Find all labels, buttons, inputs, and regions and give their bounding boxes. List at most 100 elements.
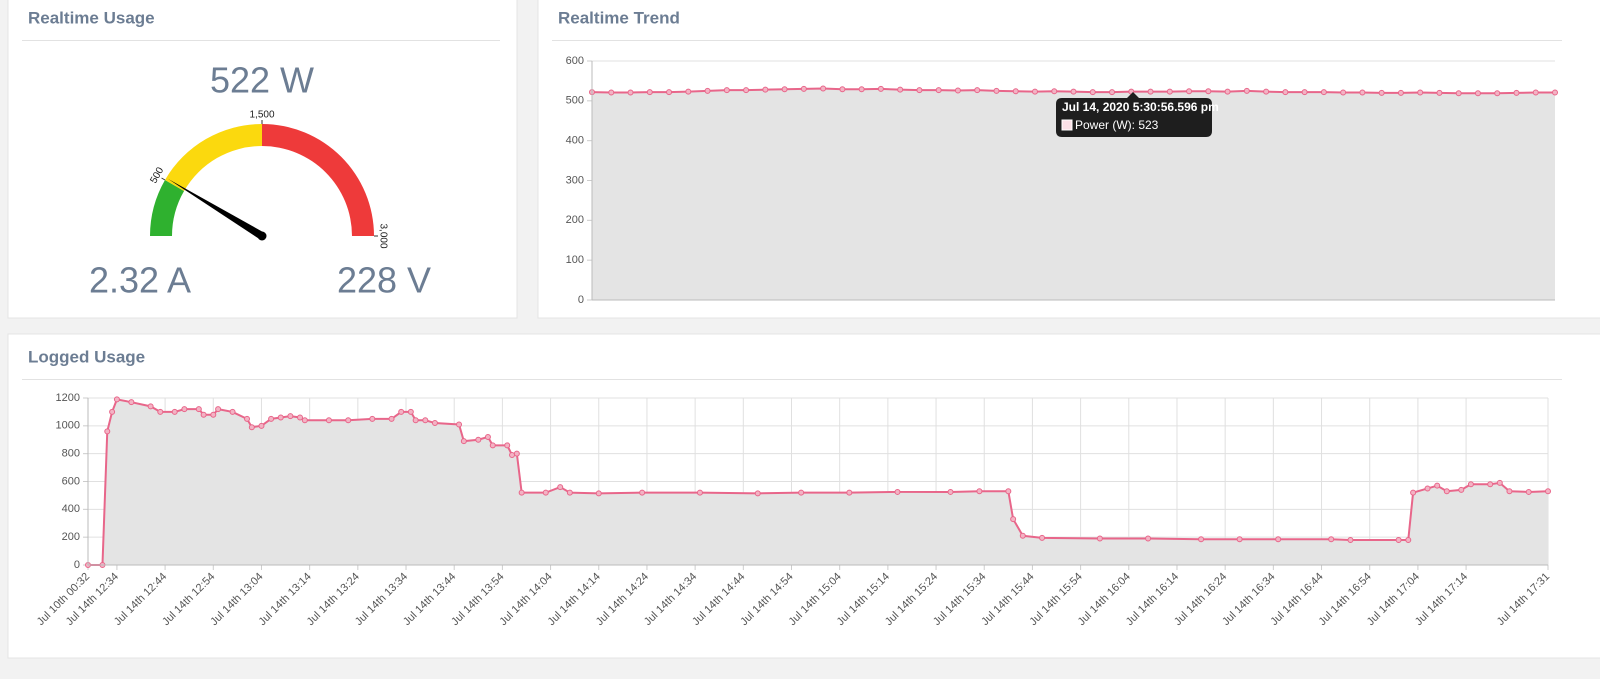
point [1275, 536, 1282, 543]
point [1051, 88, 1058, 95]
point [954, 87, 961, 94]
gauge-band [150, 180, 185, 236]
gauge-band [165, 124, 262, 191]
point [858, 86, 865, 93]
current-readout: 2.32 A [89, 260, 191, 301]
point [518, 489, 525, 496]
point [798, 489, 805, 496]
point [639, 489, 646, 496]
point [1545, 488, 1551, 495]
point [1496, 479, 1503, 486]
point [484, 433, 491, 440]
point [1012, 88, 1019, 95]
point [345, 417, 352, 424]
point [1198, 536, 1205, 543]
point [1243, 87, 1250, 94]
point [248, 424, 255, 431]
point [1205, 88, 1212, 95]
point [877, 85, 884, 92]
point [897, 86, 904, 93]
point [846, 489, 853, 496]
point [1455, 90, 1462, 97]
point [781, 86, 788, 93]
point [595, 490, 602, 497]
panel-title: Logged Usage [28, 347, 145, 366]
tooltip: Jul 14, 2020 5:30:56.596 pm Power (W): 5… [1056, 92, 1219, 137]
point [1301, 89, 1308, 96]
point [431, 420, 438, 427]
point [1039, 534, 1046, 541]
point [1145, 535, 1152, 542]
point [157, 408, 164, 415]
y-tick-label: 100 [566, 254, 584, 266]
point [1224, 88, 1231, 95]
tooltip-box [1056, 92, 1212, 137]
area [592, 88, 1555, 300]
gauge-tick-label: 1,500 [249, 110, 274, 121]
point [1328, 536, 1335, 543]
point [1525, 488, 1532, 495]
point [104, 428, 111, 435]
point [1320, 89, 1327, 96]
point [666, 89, 673, 96]
voltage-readout: 228 V [337, 260, 431, 301]
point [1487, 481, 1494, 488]
point [1443, 488, 1450, 495]
panel [7, 0, 518, 319]
point [369, 415, 376, 422]
point [1458, 486, 1465, 493]
point [215, 406, 222, 413]
needle-hub [257, 231, 267, 241]
point [557, 484, 564, 491]
point [287, 413, 294, 420]
point [1147, 88, 1154, 95]
point [489, 442, 496, 449]
point [456, 421, 463, 428]
point [181, 406, 188, 413]
point [325, 417, 332, 424]
point [1236, 536, 1243, 543]
y-tick-label: 400 [62, 503, 80, 515]
y-tick-label: 1200 [56, 392, 80, 404]
point [113, 396, 120, 403]
panel-title: Realtime Trend [558, 8, 680, 27]
point [566, 489, 573, 496]
point [412, 417, 419, 424]
point [1031, 88, 1038, 95]
point [1005, 488, 1012, 495]
point [1552, 89, 1558, 96]
point [1410, 489, 1417, 496]
y-tick-label: 500 [566, 95, 584, 107]
point [1424, 485, 1431, 492]
point [1089, 89, 1096, 96]
panel-title: Realtime Usage [28, 8, 155, 27]
gauge-tick-label: 3,000 [377, 223, 388, 248]
y-tick-label: 200 [566, 214, 584, 226]
gauge-needle [168, 178, 265, 240]
point [475, 436, 482, 443]
area [88, 399, 1548, 565]
point [1474, 90, 1481, 97]
point [147, 403, 154, 410]
point [894, 488, 901, 495]
point [1186, 88, 1193, 95]
point [388, 415, 395, 422]
point [504, 442, 511, 449]
point [627, 89, 634, 96]
point [1467, 481, 1474, 488]
point [993, 87, 1000, 94]
point [460, 438, 467, 445]
point [1096, 535, 1103, 542]
point [743, 87, 750, 94]
point [542, 489, 549, 496]
y-tick-label: 400 [566, 135, 584, 147]
point [916, 87, 923, 94]
point [509, 452, 516, 459]
point [762, 86, 769, 93]
gauge-tick [161, 177, 166, 181]
point [1395, 536, 1402, 543]
point [229, 408, 236, 415]
point [1166, 88, 1173, 95]
point [820, 85, 827, 92]
